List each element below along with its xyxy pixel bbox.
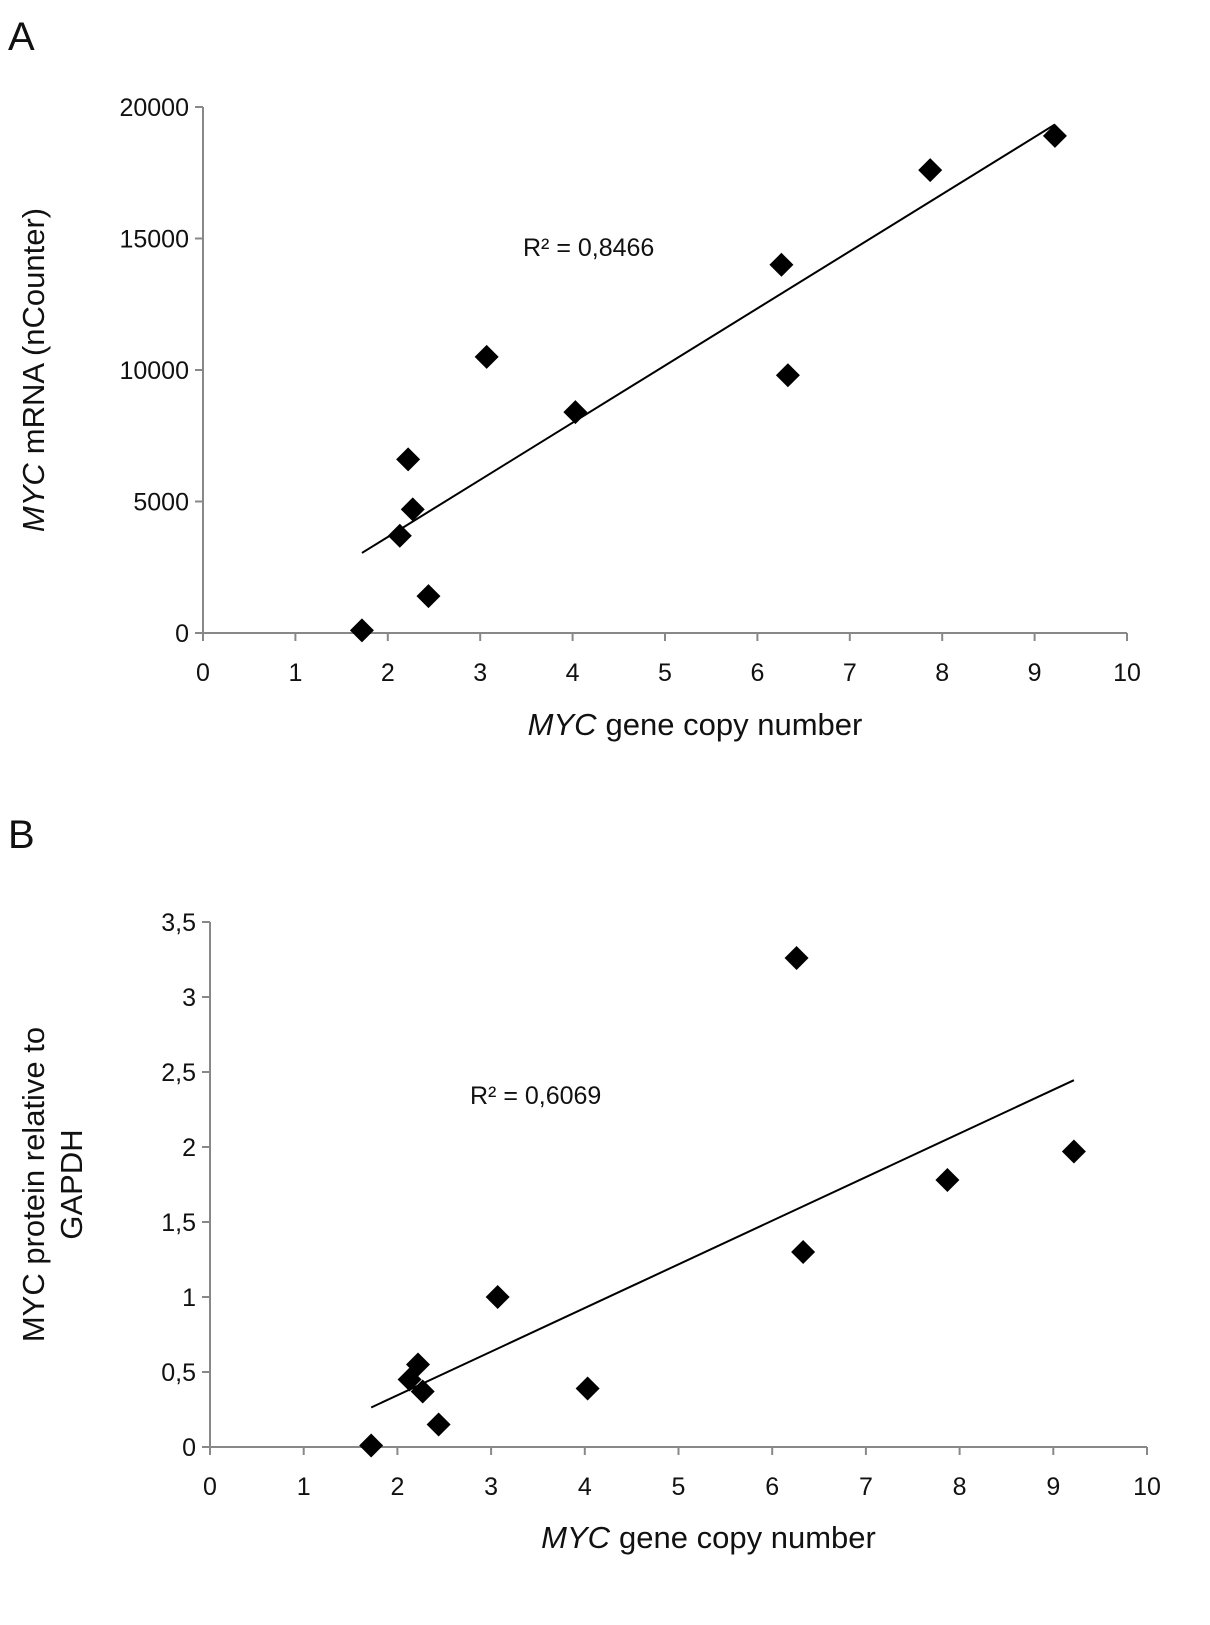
panel-label: A <box>8 15 35 59</box>
y-tick-label: 2 <box>182 1134 196 1162</box>
marker <box>359 1433 384 1458</box>
x-tick-label: 9 <box>1028 659 1042 687</box>
x-axis-title: MYC gene copy number <box>528 707 863 742</box>
marker <box>1042 123 1067 148</box>
y-axis-title: MYC protein relative to <box>16 1027 51 1342</box>
marker <box>775 363 800 388</box>
y-tick-label: 5000 <box>133 489 189 517</box>
marker <box>426 1412 451 1437</box>
x-tick-label: 0 <box>203 1473 217 1501</box>
x-tick-label: 3 <box>473 659 487 687</box>
trendline <box>370 1079 1075 1409</box>
marker <box>784 946 809 970</box>
y-tick-label: 1 <box>182 1284 196 1312</box>
x-tick-label: 5 <box>672 1473 686 1501</box>
x-tick-label: 10 <box>1133 1473 1161 1501</box>
marker <box>791 1240 816 1264</box>
y-tick-label: 2,5 <box>161 1059 196 1087</box>
marker <box>485 1285 510 1309</box>
x-tick-label: 6 <box>765 1473 779 1501</box>
x-axis-title-italic: MYC <box>541 1520 611 1555</box>
x-tick-label: 5 <box>658 659 672 687</box>
x-tick-label: 1 <box>288 659 302 687</box>
x-tick-label: 1 <box>297 1473 311 1501</box>
x-tick-label: 9 <box>1046 1473 1060 1501</box>
marker <box>400 497 425 522</box>
y-tick-label: 1,5 <box>161 1209 196 1237</box>
x-tick-label: 2 <box>381 659 395 687</box>
x-tick-label: 3 <box>484 1473 498 1501</box>
r-squared: R² = 0,8466 <box>523 234 654 262</box>
marker <box>387 523 412 548</box>
marker <box>349 618 374 643</box>
x-tick-label: 4 <box>566 659 580 687</box>
y-tick-label: 10000 <box>119 357 189 385</box>
y-tick-label: 20000 <box>119 94 189 122</box>
marker <box>474 344 499 369</box>
x-axis-title-italic: MYC <box>528 707 598 742</box>
x-tick-label: 10 <box>1113 659 1141 687</box>
marker <box>563 400 588 425</box>
marker <box>918 158 943 183</box>
y-tick-label: 3,5 <box>161 909 196 937</box>
marker <box>769 252 794 277</box>
y-axis-title: MYC mRNA (nCounter) <box>16 208 51 532</box>
x-tick-label: 7 <box>843 659 857 687</box>
marker <box>406 1352 431 1377</box>
marker <box>935 1168 960 1192</box>
x-axis-title: MYC gene copy number <box>541 1520 876 1555</box>
trendline <box>361 123 1056 554</box>
r-squared: R² = 0,6069 <box>470 1082 601 1110</box>
y-axis-title-text: mRNA (nCounter) <box>16 208 51 454</box>
y-tick-label: 15000 <box>119 226 189 254</box>
x-axis-title-text: gene copy number <box>606 707 863 742</box>
x-tick-label: 2 <box>390 1473 404 1501</box>
y-tick-label: 0 <box>182 1434 196 1462</box>
marker <box>575 1376 600 1401</box>
x-tick-label: 8 <box>953 1473 967 1501</box>
x-tick-label: 8 <box>935 659 949 687</box>
y-axis-title-italic: MYC <box>16 463 51 533</box>
y-tick-label: 3 <box>182 984 196 1012</box>
x-tick-label: 7 <box>859 1473 873 1501</box>
marker <box>396 447 421 472</box>
marker <box>416 584 441 609</box>
x-tick-label: 0 <box>196 659 210 687</box>
marker <box>410 1379 435 1404</box>
x-tick-label: 4 <box>578 1473 592 1501</box>
y-tick-label: 0 <box>175 620 189 648</box>
y-axis-title: GAPDH <box>54 1129 89 1239</box>
panel-label: B <box>8 813 35 857</box>
x-axis-title-text: gene copy number <box>619 1520 876 1555</box>
marker <box>1061 1139 1086 1164</box>
x-tick-label: 6 <box>750 659 764 687</box>
y-tick-label: 0,5 <box>161 1359 196 1387</box>
